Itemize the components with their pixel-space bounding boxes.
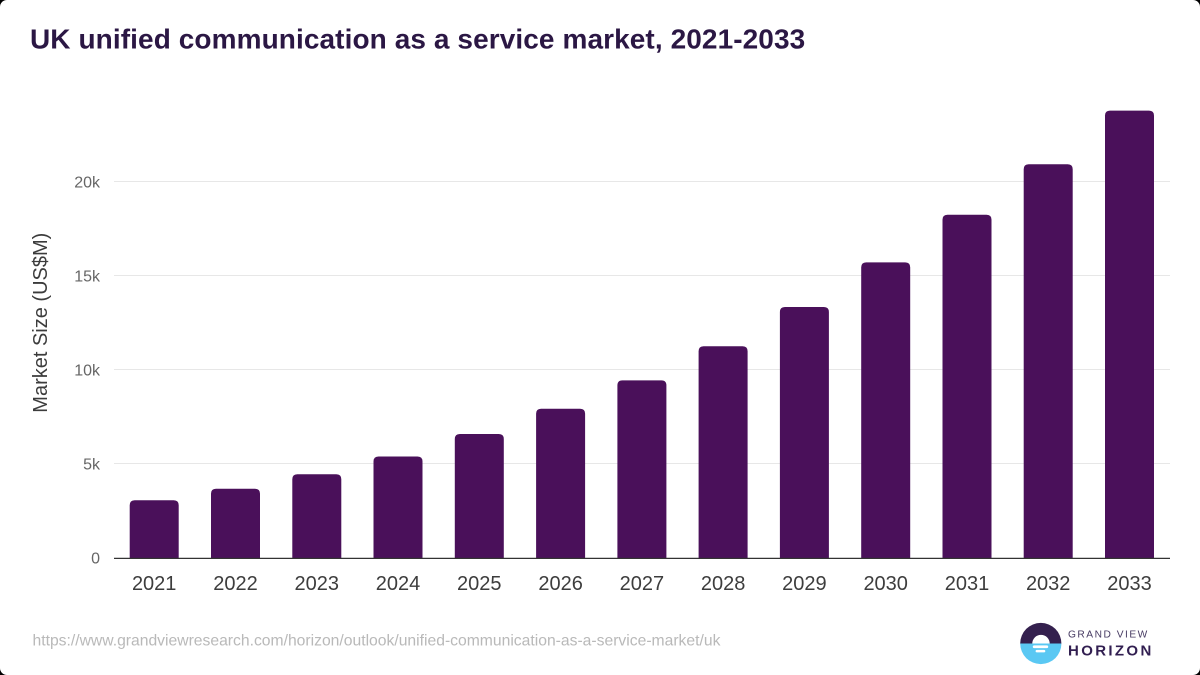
svg-text:2025: 2025 xyxy=(457,573,502,595)
svg-text:UK unified communication as a: UK unified communication as a service ma… xyxy=(30,23,805,54)
svg-text:2032: 2032 xyxy=(1026,573,1071,595)
svg-text:HORIZON: HORIZON xyxy=(1068,642,1153,659)
svg-text:2030: 2030 xyxy=(863,573,908,595)
svg-text:2028: 2028 xyxy=(701,573,746,595)
svg-text:2026: 2026 xyxy=(538,573,583,595)
svg-text:0: 0 xyxy=(91,551,100,568)
svg-text:2021: 2021 xyxy=(132,573,177,595)
svg-text:10k: 10k xyxy=(74,363,101,380)
svg-text:2024: 2024 xyxy=(376,573,421,595)
svg-text:2022: 2022 xyxy=(213,573,258,595)
svg-text:2027: 2027 xyxy=(620,573,665,595)
svg-text:5k: 5k xyxy=(83,457,101,474)
svg-text:2031: 2031 xyxy=(945,573,990,595)
svg-text:20k: 20k xyxy=(74,175,101,192)
svg-text:2033: 2033 xyxy=(1107,573,1152,595)
svg-text:Market Size (US$M): Market Size (US$M) xyxy=(30,233,52,413)
svg-text:https://www.grandviewresearch.: https://www.grandviewresearch.com/horizo… xyxy=(33,632,721,649)
svg-text:2023: 2023 xyxy=(295,573,340,595)
svg-text:GRAND VIEW: GRAND VIEW xyxy=(1068,630,1149,641)
svg-text:15k: 15k xyxy=(74,269,101,286)
svg-text:2029: 2029 xyxy=(782,573,827,595)
